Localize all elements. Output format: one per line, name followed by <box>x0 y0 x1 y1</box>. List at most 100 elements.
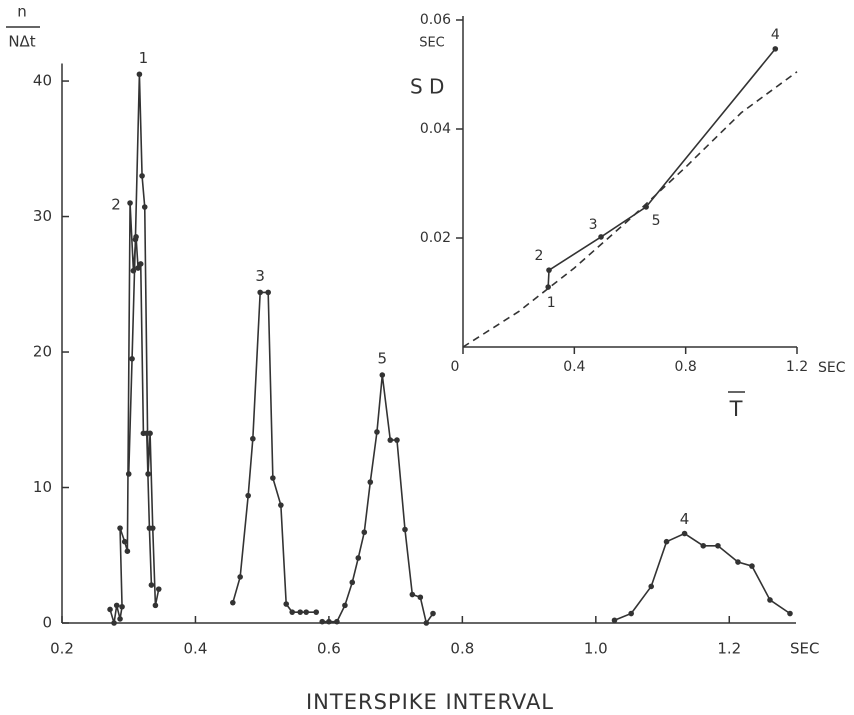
data-point <box>121 538 128 545</box>
y-tick-label: 10 <box>33 478 52 496</box>
inset-x-unit: SEC <box>818 360 846 376</box>
data-point <box>133 234 139 240</box>
x-unit: SEC <box>790 640 819 658</box>
data-point <box>117 525 123 531</box>
data-point <box>749 563 755 569</box>
x-tick-label: 0 <box>451 359 460 375</box>
dashed-curve <box>462 71 798 348</box>
data-point <box>139 173 145 179</box>
x-tick-label: 0.8 <box>450 640 474 658</box>
data-point <box>283 601 290 607</box>
data-point <box>119 603 125 610</box>
peak-label: 5 <box>378 350 388 368</box>
point-label: 4 <box>771 27 780 43</box>
peak-label: 3 <box>255 267 265 285</box>
data-point <box>278 502 284 508</box>
x-label: INTERSPIKE INTERVAL <box>306 690 554 714</box>
x-tick-label: 1.2 <box>786 359 808 375</box>
data-point <box>141 204 148 210</box>
data-point <box>349 579 356 586</box>
point-label: 5 <box>652 213 661 229</box>
point-label: 3 <box>589 217 598 233</box>
data-point <box>342 602 348 609</box>
data-point <box>111 620 117 626</box>
data-point <box>355 555 362 561</box>
data-point <box>402 526 408 533</box>
data-point <box>394 437 400 443</box>
data-point <box>127 200 133 206</box>
data-point <box>270 475 276 481</box>
data-point <box>787 610 793 617</box>
data-point <box>143 430 150 437</box>
peak-label: 1 <box>139 49 149 67</box>
y-tick-label: 0 <box>42 614 52 632</box>
y-label-denominator: NΔt <box>8 33 35 51</box>
data-point <box>648 583 655 590</box>
data-point <box>387 437 394 443</box>
x-tick-label: 0.8 <box>675 359 697 375</box>
data-point <box>303 609 310 615</box>
data-point <box>136 71 143 78</box>
x-tick-label: 0.4 <box>563 359 585 375</box>
x-tick-label: 0.2 <box>50 640 74 658</box>
peak-label: 2 <box>111 195 121 213</box>
y-tick-label: 20 <box>33 343 52 361</box>
data-point <box>245 492 251 499</box>
inset-x-label: T <box>729 397 743 421</box>
y-tick-label: 0.06 <box>420 12 451 28</box>
point-label: 1 <box>547 295 556 311</box>
data-point <box>611 617 618 624</box>
y-tick-label: 0.02 <box>420 230 451 246</box>
data-point <box>772 46 779 52</box>
x-tick-label: 1.0 <box>584 640 608 658</box>
data-point <box>374 429 380 435</box>
data-point <box>430 610 436 617</box>
inset-y-label: S D <box>410 75 444 99</box>
data-point <box>148 582 155 588</box>
data-point <box>137 261 144 267</box>
y-tick-label: 40 <box>33 72 52 90</box>
data-point <box>663 538 670 545</box>
data-point <box>130 267 137 274</box>
data-point <box>334 618 340 625</box>
data-point <box>598 234 604 240</box>
peak-label: 4 <box>680 510 690 528</box>
data-point <box>313 609 320 615</box>
data-point <box>409 591 416 598</box>
data-point <box>546 267 552 273</box>
x-tick-label: 0.6 <box>317 640 341 658</box>
data-point <box>700 542 707 549</box>
data-point <box>237 574 243 580</box>
data-point <box>113 602 120 609</box>
data-point <box>361 529 368 536</box>
data-point <box>152 602 159 609</box>
y-label-numerator: n <box>17 3 27 21</box>
data-point <box>117 616 123 622</box>
data-point <box>297 609 304 615</box>
data-point <box>250 435 256 442</box>
data-point <box>715 542 721 549</box>
data-point <box>107 606 113 613</box>
data-point <box>230 599 236 606</box>
data-point <box>124 548 131 554</box>
data-point <box>367 479 374 485</box>
point-label: 2 <box>535 248 544 264</box>
y-tick-label: 30 <box>33 207 52 225</box>
y-tick-label: 0.04 <box>420 121 451 137</box>
inset-y-unit: SEC <box>419 36 445 51</box>
data-point <box>681 530 688 537</box>
data-point <box>135 265 141 271</box>
data-point <box>628 610 634 617</box>
data-point <box>545 284 551 290</box>
x-tick-label: 1.2 <box>717 640 741 658</box>
data-point <box>417 594 424 601</box>
data-point <box>155 586 162 592</box>
data-point <box>767 597 773 603</box>
data-point <box>129 355 135 362</box>
data-point <box>289 609 296 615</box>
data-point <box>319 618 326 625</box>
data-point <box>379 372 386 378</box>
x-tick-label: 0.4 <box>184 640 208 658</box>
data-point <box>146 525 153 531</box>
